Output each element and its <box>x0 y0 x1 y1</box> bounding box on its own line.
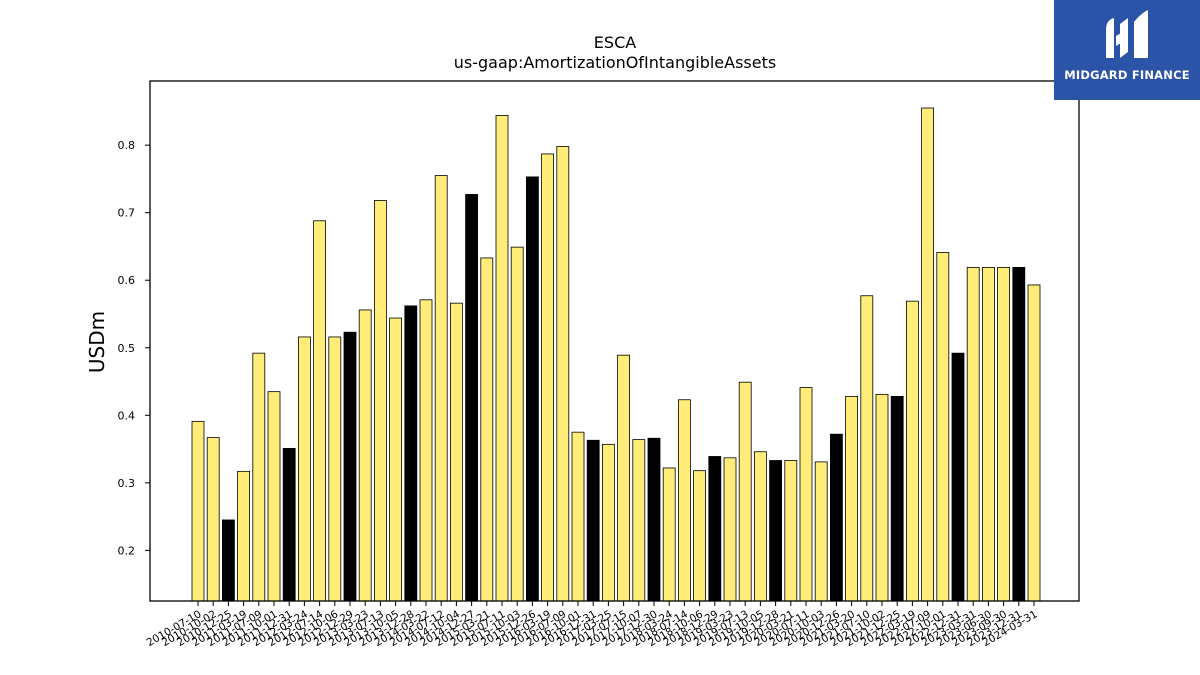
midgard-logo-icon <box>1106 10 1148 58</box>
bar-2020-03-21 <box>784 460 798 602</box>
y-tick-label: 0.5 <box>118 342 136 355</box>
bar-2014-12-27 <box>465 194 479 602</box>
bar-2010-07-10 <box>191 420 205 602</box>
bar-2015-10-03 <box>510 246 524 602</box>
bar-2017-07-15 <box>617 354 630 602</box>
bar-2021-10-02 <box>875 393 889 602</box>
bar-2018-03-24 <box>662 467 676 602</box>
bar-2019-03-23 <box>723 457 737 602</box>
y-axis-label: USDm <box>85 311 109 373</box>
bar-2012-10-06 <box>328 336 342 602</box>
bar-2017-03-25 <box>602 443 615 602</box>
y-tick-label: 0.7 <box>118 207 136 220</box>
bar-2023-12-31 <box>1012 266 1026 602</box>
bar-2018-07-14 <box>678 399 691 602</box>
bar-2010-10-02 <box>206 437 220 602</box>
bar-2020-12-26 <box>830 433 843 602</box>
bar-2010-12-25 <box>221 519 235 602</box>
bar-2013-07-13 <box>373 200 387 602</box>
midgard-finance-logo: MIDGARD FINANCE <box>1054 0 1200 100</box>
bar-2012-12-29 <box>343 331 357 602</box>
plot-frame <box>149 80 1080 602</box>
x-axis-ticks: 2010-07-102010-10-022010-12-252011-03-19… <box>145 601 1040 649</box>
bar-2011-10-01 <box>267 391 281 602</box>
y-tick-label: 0.8 <box>118 139 136 152</box>
bar-2014-07-12 <box>434 175 448 602</box>
bars-group <box>191 107 1041 602</box>
chart-title: ESCA <box>594 33 636 52</box>
bar-2013-03-23 <box>358 309 372 602</box>
bar-2017-10-07 <box>632 439 646 602</box>
bar-2020-07-11 <box>799 387 813 602</box>
bar-2018-12-29 <box>708 456 722 602</box>
logo-text: MIDGARD FINANCE <box>1064 68 1190 82</box>
bar-2014-10-04 <box>449 302 463 602</box>
bar-2017-12-30 <box>647 437 661 602</box>
bar-2021-07-10 <box>860 295 874 602</box>
bar-2012-07-14 <box>313 220 327 602</box>
y-axis-ticks: 0.2 0.3 0.4 0.5 0.6 0.7 0.8 <box>118 139 150 557</box>
y-tick-label: 0.4 <box>118 409 136 422</box>
bar-2015-12-26 <box>526 176 539 602</box>
bar-2021-12-25 <box>890 395 904 602</box>
bar-2013-10-05 <box>389 317 403 602</box>
bar-2011-07-09 <box>252 352 266 602</box>
chart-subtitle: us-gaap:AmortizationOfIntangibleAssets <box>454 53 776 72</box>
bar-2022-07-09 <box>921 107 934 602</box>
bar-2021-03-20 <box>845 395 858 602</box>
y-tick-label: 0.3 <box>118 477 136 490</box>
bar-2011-12-31 <box>282 447 296 602</box>
bar-2023-09-30 <box>997 266 1010 602</box>
bar-2022-03-19 <box>906 300 919 602</box>
bar-2024-03-31 <box>1027 284 1041 602</box>
bar-2022-10-01 <box>936 252 950 602</box>
bar-2020-10-03 <box>814 461 828 602</box>
bar-2019-12-28 <box>769 460 782 602</box>
bar-2023-03-31 <box>966 266 980 602</box>
bar-2016-03-19 <box>541 153 554 602</box>
bar-2023-06-30 <box>982 266 995 602</box>
bar-2014-03-22 <box>419 299 433 602</box>
bar-2011-03-19 <box>237 470 251 602</box>
bar-2015-03-21 <box>480 257 494 602</box>
bar-2019-07-13 <box>738 381 752 602</box>
y-tick-label: 0.2 <box>118 544 136 557</box>
bar-2012-03-24 <box>297 336 311 602</box>
bar-2022-12-31 <box>951 352 965 602</box>
bar-2015-07-11 <box>495 115 509 602</box>
bar-2016-07-09 <box>556 146 570 602</box>
bar-2016-10-01 <box>571 431 585 602</box>
bar-2016-12-31 <box>586 439 600 602</box>
bar-2018-10-06 <box>693 470 706 602</box>
bar-2019-10-05 <box>754 451 767 602</box>
bar-2013-12-28 <box>404 305 418 602</box>
y-tick-label: 0.6 <box>118 274 136 287</box>
